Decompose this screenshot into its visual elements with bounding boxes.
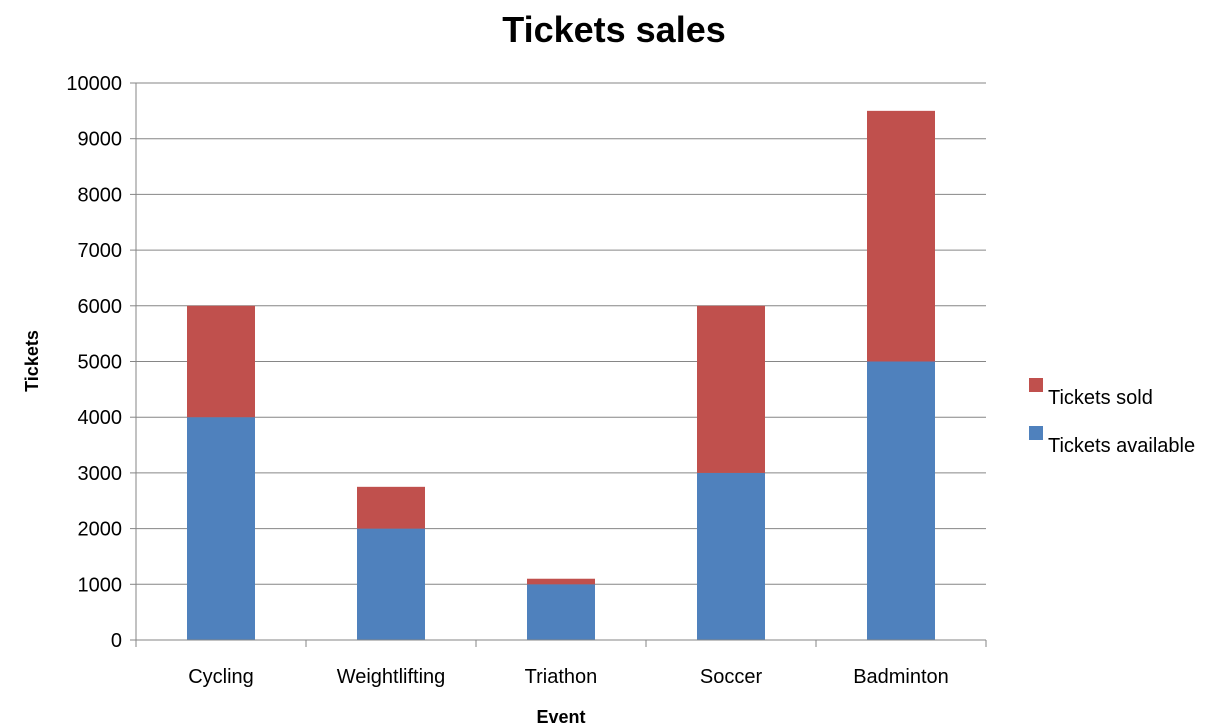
x-tick-label: Weightlifting	[337, 666, 446, 688]
y-tick-label: 5000	[78, 352, 123, 374]
bars	[187, 110, 935, 640]
x-tick-label: Soccer	[700, 666, 763, 688]
bar-tickets-sold-weightlifting	[357, 486, 425, 529]
y-tick-label: 10000	[66, 73, 122, 95]
y-tick-label: 3000	[78, 463, 123, 485]
y-tick-label: 6000	[78, 296, 123, 318]
y-tick-label: 4000	[78, 407, 123, 429]
bar-tickets-sold-soccer	[697, 305, 765, 473]
bar-tickets-sold-badminton	[867, 110, 935, 362]
legend-label: Tickets sold	[1048, 387, 1153, 409]
y-tick-label: 9000	[78, 129, 123, 151]
bar-tickets-available-triathon	[527, 584, 595, 640]
chart-title: Tickets sales	[502, 9, 726, 50]
x-tick-label: Triathon	[525, 666, 598, 688]
y-axis-title: Tickets	[22, 330, 42, 392]
bar-tickets-sold-triathon	[527, 578, 595, 585]
y-tick-label: 8000	[78, 184, 123, 206]
y-tick-label: 0	[111, 630, 122, 652]
x-tick-labels: Cycling Weightlifting Triathon Soccer Badmin…	[188, 666, 949, 688]
y-tick-label: 1000	[78, 574, 123, 596]
bar-tickets-available-weightlifting	[357, 528, 425, 640]
bar-tickets-available-cycling	[187, 417, 255, 640]
x-tick-label: Badminton	[853, 666, 949, 688]
x-axis-title: Event	[536, 707, 585, 727]
x-tick-label: Cycling	[188, 666, 254, 688]
bar-tickets-available-soccer	[697, 472, 765, 640]
legend-swatch	[1029, 426, 1043, 440]
y-tick-label: 7000	[78, 240, 123, 262]
axes	[135, 83, 987, 647]
legend-swatch	[1029, 378, 1043, 392]
legend-label: Tickets available	[1048, 435, 1195, 457]
y-tick-labels: 0 1000 2000 3000 4000 5000 6000 7000 8000 9000 100…	[66, 73, 122, 652]
y-tick-label: 2000	[78, 519, 123, 541]
gridlines	[130, 82, 986, 641]
bar-tickets-sold-cycling	[187, 305, 255, 418]
bar-tickets-available-badminton	[867, 361, 935, 640]
legend: Tickets sold Tickets available	[1029, 378, 1195, 457]
